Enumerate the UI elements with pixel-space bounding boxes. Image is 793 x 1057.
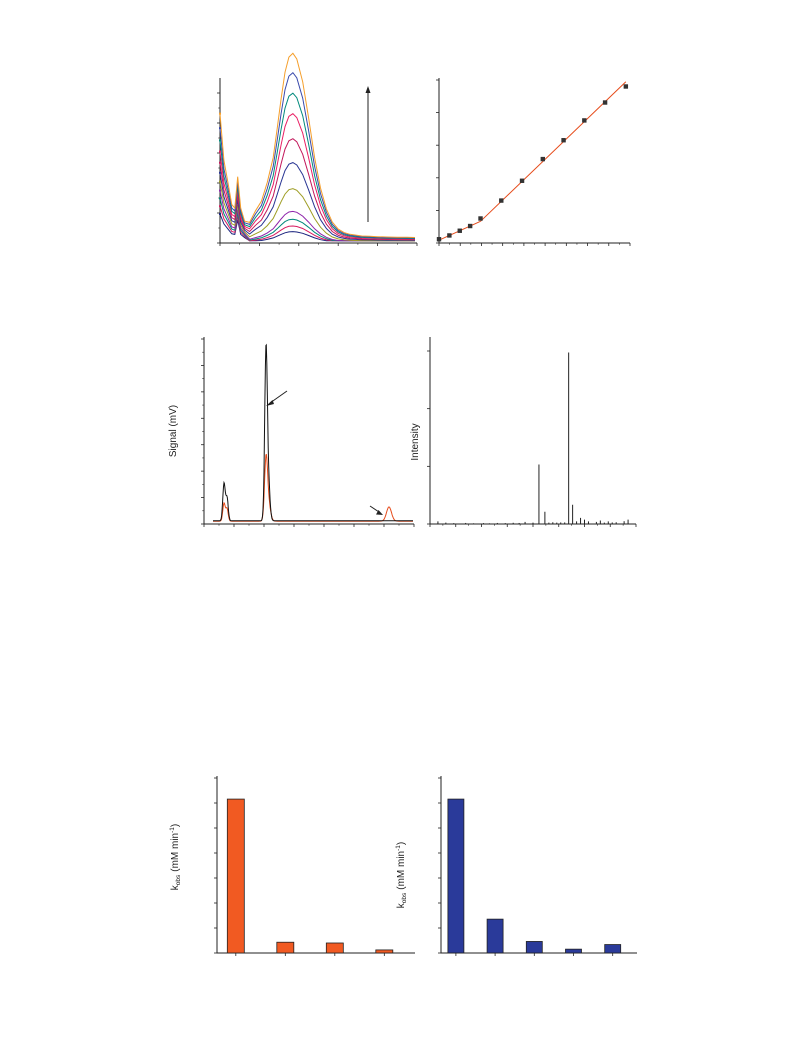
bar — [604, 944, 622, 954]
data-point — [467, 223, 473, 229]
panel-kobs-orange: kobs(mM min-1) — [169, 776, 415, 956]
panel-calibration — [436, 78, 631, 246]
increase-arrow — [365, 86, 371, 222]
plot-frame — [438, 78, 630, 244]
y-label-symbol: k — [396, 902, 407, 908]
y-label-superscript: -1 — [395, 845, 402, 851]
data-point — [457, 228, 462, 233]
y-label-close: ) — [170, 824, 181, 827]
data-point — [519, 178, 525, 183]
data-point — [540, 156, 546, 162]
axis-ticks — [438, 777, 614, 956]
series-marker — [219, 213, 221, 216]
chromatogram-trace — [213, 453, 413, 522]
series-marker — [219, 112, 221, 115]
bar — [226, 798, 245, 954]
spectrum-line — [219, 181, 415, 242]
bar — [375, 949, 394, 954]
bar — [525, 941, 543, 954]
fit-segment — [480, 81, 627, 222]
bars — [447, 798, 622, 954]
series-marker — [219, 205, 221, 208]
y-axis-label: kobs (mM min-1) — [395, 842, 408, 909]
axis-ticks — [427, 350, 637, 527]
y-label-subscript: obs — [401, 892, 408, 903]
bar — [276, 941, 295, 954]
plot-frame — [429, 337, 636, 525]
data-point — [623, 84, 629, 89]
bar — [565, 948, 582, 954]
y-label-subscript: obs — [175, 874, 182, 885]
y-label-superscript: -1 — [169, 827, 176, 833]
y-label-close: ) — [396, 842, 407, 845]
series-marker — [219, 180, 221, 183]
data-point — [582, 118, 587, 123]
series-marker — [219, 197, 221, 200]
data-point — [478, 216, 483, 221]
panel-kobs-blue: kobs (mM min-1) — [395, 776, 637, 956]
chromatogram-traces — [213, 343, 413, 522]
spectrum-peaks — [437, 352, 629, 524]
plot-frame — [440, 776, 637, 954]
series-marker — [219, 127, 221, 130]
axis-ticks — [214, 777, 385, 956]
series-marker — [219, 150, 221, 153]
spectrum-line — [219, 113, 416, 240]
panel-mass-spectrum: Intensity — [410, 337, 637, 527]
y-label-unit: (mM min — [396, 851, 407, 890]
bars — [226, 798, 394, 954]
spectra-lines — [219, 52, 416, 242]
data-points — [436, 84, 629, 242]
chromatogram-trace — [213, 343, 413, 522]
bar — [325, 942, 344, 954]
series-marker — [219, 161, 221, 164]
series-markers — [219, 112, 221, 216]
series-marker — [219, 189, 221, 192]
peak-arrow-minor — [369, 505, 383, 515]
plot-frame — [219, 78, 417, 244]
plot-frame — [203, 337, 414, 525]
data-point — [561, 138, 566, 143]
series-marker — [219, 139, 221, 142]
panel-chromatogram: Signal (mV) — [168, 337, 415, 527]
plot-frame — [216, 776, 415, 954]
axis-ticks — [217, 92, 418, 246]
fit-line — [438, 81, 627, 241]
y-axis-label: Signal (mV) — [168, 405, 179, 457]
axis-ticks — [436, 79, 631, 246]
y-label-unit: (mM min — [170, 833, 181, 872]
data-point — [499, 198, 504, 203]
y-axis-label: kobs (mM min-1) — [169, 824, 182, 891]
y-axis-label: Intensity — [410, 423, 421, 460]
spectrum-line — [219, 92, 416, 240]
data-point — [436, 237, 442, 242]
data-point — [602, 100, 608, 105]
axis-ticks — [201, 338, 415, 527]
bar — [447, 798, 465, 954]
panel-uv-vis-spectra — [217, 52, 418, 246]
peak-arrow-main — [266, 390, 288, 406]
spectrum-line — [219, 52, 416, 238]
bar — [486, 918, 504, 954]
data-point — [447, 233, 452, 238]
series-marker — [219, 171, 221, 174]
y-label-symbol: k — [170, 884, 181, 890]
